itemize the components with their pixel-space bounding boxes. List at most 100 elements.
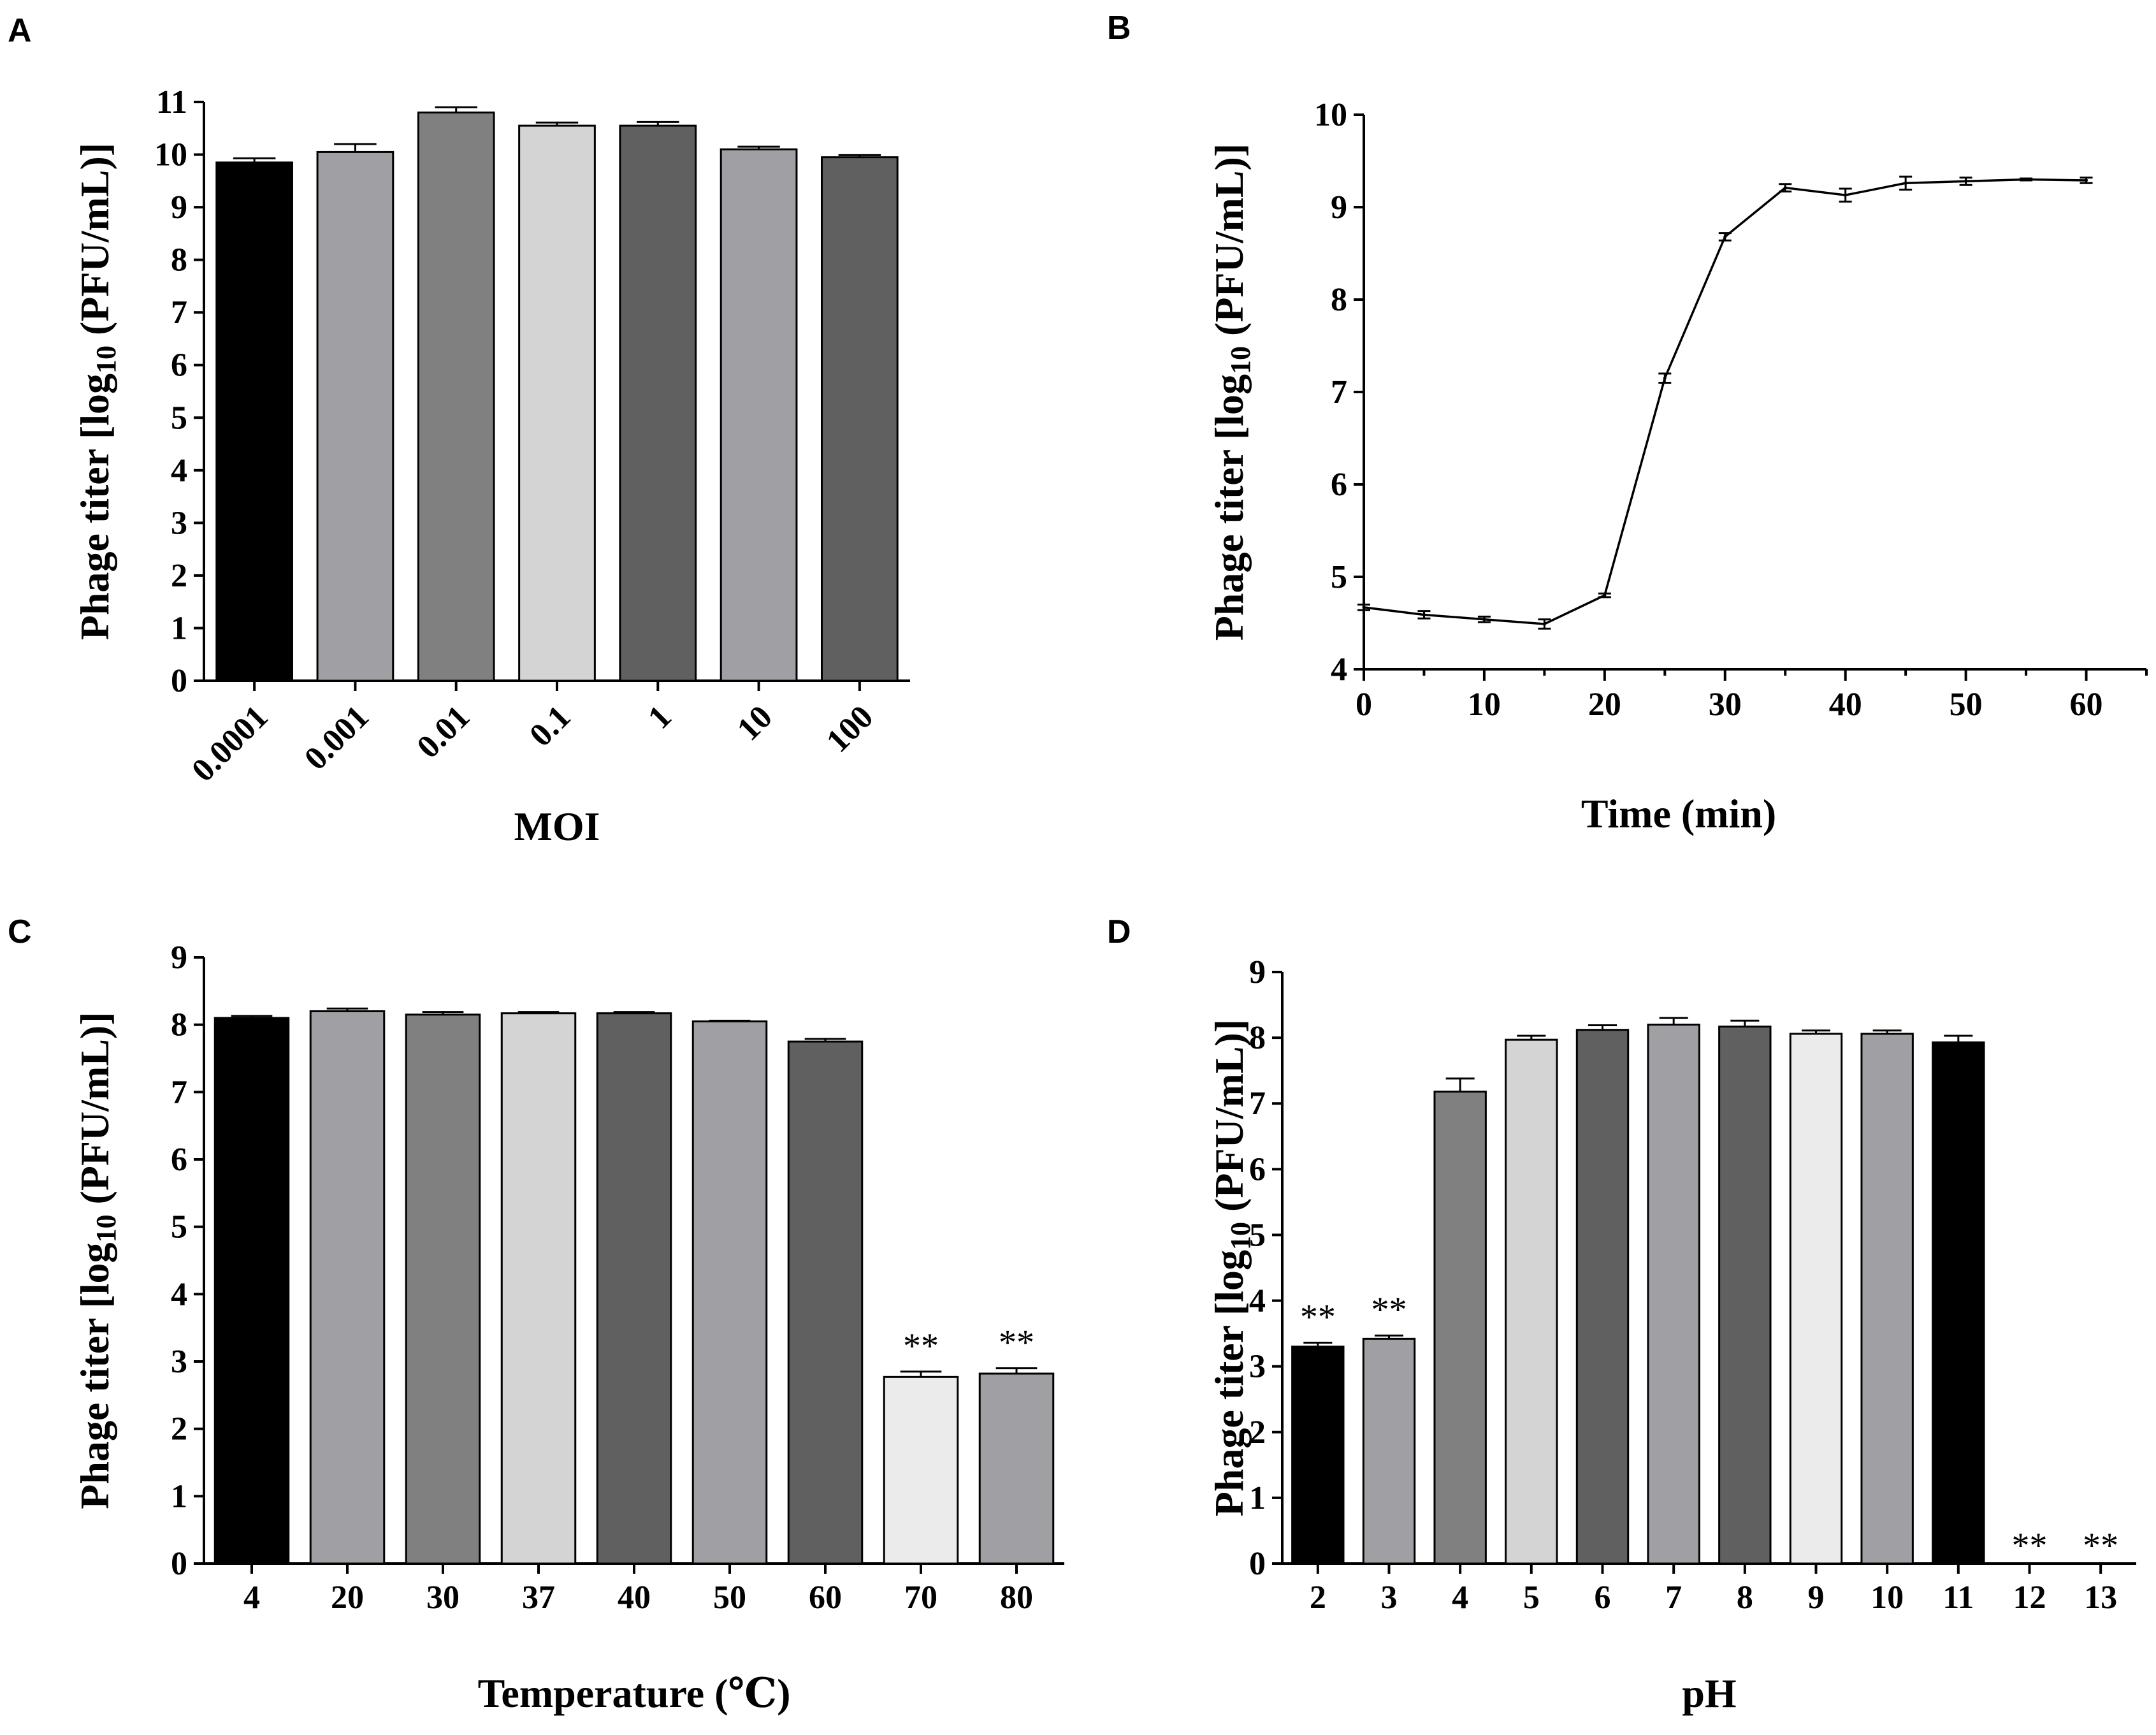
x-tick-label: 0.1 (523, 699, 577, 753)
data-point (2085, 178, 2088, 182)
y-tick-label: 1 (1249, 1480, 1266, 1516)
y-tick-label: 9 (171, 189, 187, 226)
y-tick-label: 9 (1249, 954, 1266, 991)
y-tick-label: 10 (1314, 97, 1347, 133)
bar (619, 124, 697, 682)
y-tick-label: 9 (1331, 189, 1347, 226)
y-tick-label: 6 (1331, 467, 1347, 503)
x-axis-title: Time (min) (1581, 791, 1776, 836)
bar (405, 1013, 481, 1565)
y-tick-label: 7 (1331, 374, 1347, 410)
y-tick-label: 8 (171, 242, 187, 279)
x-tick-label: 10 (1468, 686, 1501, 723)
x-tick-label: 13 (2084, 1579, 2117, 1616)
x-tick-label: 40 (1829, 686, 1862, 723)
data-point (1663, 376, 1667, 380)
data-point (1603, 593, 1607, 597)
y-tick-label: 8 (1249, 1020, 1266, 1056)
y-tick-label: 10 (154, 137, 187, 173)
bar (787, 1040, 864, 1565)
bar (1362, 1337, 1416, 1565)
x-tick-label: 0.01 (410, 699, 477, 766)
bar (417, 112, 495, 682)
x-tick-label: 80 (1000, 1579, 1033, 1616)
bar (518, 124, 596, 682)
y-axis-title: Phage titer [log10 (PFU/mL)] (72, 1012, 122, 1509)
bar (1433, 1091, 1487, 1565)
significance-label: ** (1300, 1298, 1336, 1337)
y-axis-title: Phage titer [log10 (PFU/mL)] (1206, 1019, 1256, 1516)
x-tick-label: 8 (1737, 1579, 1753, 1616)
x-tick-label: 11 (1943, 1579, 1974, 1616)
x-tick-label: 4 (243, 1579, 260, 1616)
data-point (1422, 613, 1426, 616)
bar (1860, 1033, 1914, 1565)
y-tick-label: 1 (171, 1478, 187, 1514)
y-axis-title: Phage titer [log10 (PFU/mL)] (1206, 143, 1256, 641)
data-point (1964, 179, 1968, 183)
y-tick-label: 1 (171, 610, 187, 646)
y-tick-label: 4 (1331, 651, 1347, 688)
bar (1291, 1346, 1345, 1565)
x-tick-label: 10 (1870, 1579, 1904, 1616)
y-tick-label: 3 (1249, 1349, 1266, 1385)
x-tick-label: 60 (809, 1579, 842, 1616)
x-axis-title: Temperature (℃) (478, 1671, 791, 1716)
y-tick-label: 5 (1331, 559, 1347, 595)
panel-label-c: C (8, 913, 32, 950)
x-tick-label: 2 (1310, 1579, 1326, 1616)
bar (215, 161, 293, 682)
x-axis-title: MOI (514, 804, 600, 849)
y-tick-label: 0 (1249, 1546, 1266, 1582)
bar (691, 1020, 768, 1565)
bar (1789, 1033, 1843, 1565)
y-tick-label: 4 (1249, 1283, 1266, 1319)
x-tick-label: 0.0001 (185, 699, 275, 788)
bar (1932, 1041, 1985, 1565)
data-point (2024, 178, 2028, 181)
data-point (1542, 622, 1546, 626)
y-tick-label: 11 (156, 84, 187, 120)
y-tick-label: 8 (171, 1007, 187, 1043)
significance-label: ** (1371, 1290, 1407, 1330)
x-tick-label: 9 (1808, 1579, 1825, 1616)
panel-label-b: B (1107, 10, 1131, 47)
data-point (1904, 181, 1907, 185)
y-tick-label: 7 (1249, 1085, 1266, 1122)
y-tick-label: 7 (171, 1074, 187, 1110)
chart-panel-a: 0 1 2 3 4 5 6 7 8 9 10 11 0.0001 0.001 0.01 0.1 1 10 100 MO… (72, 84, 910, 849)
y-tick-label: 2 (171, 1411, 187, 1448)
x-tick-label: 20 (331, 1579, 364, 1616)
bar (1718, 1026, 1772, 1565)
x-tick-label: 7 (1665, 1579, 1682, 1616)
x-axis-title: pH (1682, 1671, 1736, 1716)
data-point (1723, 235, 1727, 238)
x-tick-label: 0 (1356, 686, 1372, 723)
bar (720, 148, 798, 682)
bar (1647, 1023, 1700, 1565)
bar (1575, 1029, 1630, 1565)
y-tick-label: 5 (1249, 1217, 1266, 1253)
x-tick-label: 70 (904, 1579, 937, 1616)
bar (1505, 1038, 1558, 1565)
chart-panel-b: 4 5 6 7 8 9 10 0 10 20 30 40 50 60 Time (min) Phage tit… (1206, 97, 2148, 836)
y-tick-label: 8 (1331, 282, 1347, 318)
x-tick-label: 4 (1452, 1579, 1468, 1616)
x-tick-label: 30 (1709, 686, 1742, 723)
x-tick-label: 50 (713, 1579, 746, 1616)
y-axis-title: Phage titer [log10 (PFU/mL)] (72, 143, 122, 640)
bar (821, 156, 899, 682)
x-tick-label: 1 (641, 699, 679, 736)
bar (500, 1012, 577, 1565)
x-tick-label: 20 (1588, 686, 1621, 723)
bar (213, 1017, 290, 1565)
y-tick-label: 6 (171, 1142, 187, 1178)
chart-panel-c: 0 1 2 3 4 5 6 7 8 9 4 20 30 37 40 50 60 70 ** 80 ** Temperatu… (72, 940, 1064, 1716)
x-tick-label: 0.001 (298, 699, 376, 777)
x-tick-label: 10 (730, 699, 779, 748)
bar (596, 1012, 672, 1565)
y-tick-label: 3 (171, 1344, 187, 1380)
x-tick-label: 40 (618, 1579, 651, 1616)
y-tick-label: 2 (171, 558, 187, 594)
